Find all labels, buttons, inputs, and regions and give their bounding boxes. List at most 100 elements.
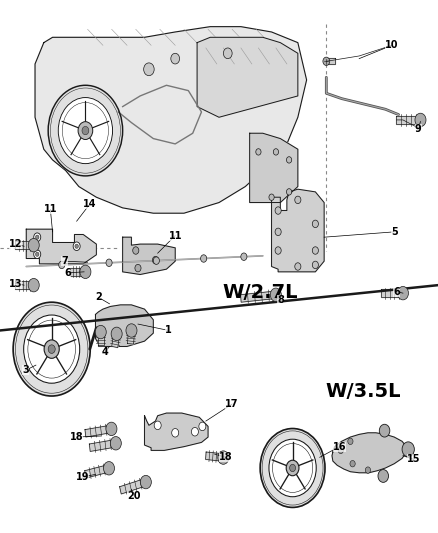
Polygon shape (35, 27, 307, 213)
Text: 6: 6 (64, 268, 71, 278)
Circle shape (312, 220, 318, 228)
Text: 14: 14 (83, 199, 96, 209)
Circle shape (103, 462, 114, 475)
Polygon shape (240, 291, 276, 302)
Circle shape (133, 247, 139, 254)
Polygon shape (15, 241, 34, 249)
Polygon shape (250, 133, 298, 203)
Circle shape (201, 255, 207, 262)
Text: 11: 11 (169, 231, 182, 240)
Circle shape (106, 259, 112, 266)
Text: 5: 5 (391, 227, 398, 237)
Circle shape (78, 122, 93, 140)
Circle shape (59, 261, 65, 269)
Text: 18: 18 (70, 432, 84, 442)
Circle shape (111, 327, 122, 341)
Text: 7: 7 (61, 256, 68, 266)
Polygon shape (112, 333, 120, 348)
Circle shape (106, 422, 117, 435)
Polygon shape (205, 452, 223, 461)
Polygon shape (15, 281, 34, 289)
Circle shape (290, 464, 296, 472)
Circle shape (312, 247, 318, 254)
Circle shape (270, 288, 281, 302)
Polygon shape (85, 465, 110, 478)
Circle shape (312, 261, 318, 269)
Circle shape (415, 113, 426, 127)
Text: 9: 9 (415, 124, 422, 134)
Circle shape (152, 256, 159, 264)
Circle shape (172, 429, 179, 437)
Text: 11: 11 (44, 205, 57, 214)
Circle shape (273, 149, 279, 155)
Circle shape (191, 427, 198, 436)
Circle shape (275, 228, 281, 236)
Circle shape (80, 265, 91, 279)
Circle shape (269, 194, 274, 200)
Circle shape (44, 340, 59, 358)
Text: 16: 16 (333, 442, 346, 451)
Circle shape (397, 286, 409, 300)
Circle shape (154, 421, 161, 430)
Polygon shape (120, 479, 147, 494)
Circle shape (286, 460, 299, 476)
Text: 4: 4 (102, 347, 109, 357)
Text: W/3.5L: W/3.5L (326, 382, 401, 401)
Polygon shape (85, 425, 112, 437)
Polygon shape (326, 58, 335, 64)
Circle shape (379, 424, 390, 437)
Polygon shape (70, 268, 85, 276)
Text: 6: 6 (393, 287, 400, 296)
Polygon shape (98, 332, 104, 345)
Circle shape (28, 238, 39, 252)
Polygon shape (123, 237, 175, 274)
Circle shape (275, 207, 281, 214)
Circle shape (241, 253, 247, 261)
Text: 17: 17 (226, 399, 239, 409)
Circle shape (295, 196, 301, 204)
Polygon shape (396, 116, 420, 124)
Polygon shape (24, 315, 80, 383)
Circle shape (171, 53, 180, 64)
Circle shape (35, 235, 39, 239)
Text: 8: 8 (277, 295, 284, 304)
Polygon shape (13, 302, 90, 396)
Circle shape (223, 48, 232, 59)
Text: W/2.7L: W/2.7L (223, 282, 298, 302)
Circle shape (286, 157, 292, 163)
Circle shape (295, 263, 301, 270)
Text: 18: 18 (219, 453, 233, 462)
Circle shape (135, 264, 141, 272)
Circle shape (35, 252, 39, 256)
Circle shape (153, 257, 159, 264)
Circle shape (82, 126, 89, 135)
Text: 10: 10 (385, 41, 399, 50)
Circle shape (256, 149, 261, 155)
Circle shape (144, 63, 154, 76)
Circle shape (218, 451, 229, 464)
Polygon shape (58, 98, 113, 164)
Circle shape (73, 242, 80, 251)
Polygon shape (89, 440, 116, 451)
Polygon shape (145, 413, 208, 450)
Text: 19: 19 (76, 472, 89, 482)
Circle shape (126, 324, 137, 337)
Text: 2: 2 (95, 293, 102, 302)
Circle shape (110, 437, 121, 450)
Text: 20: 20 (127, 491, 140, 500)
Circle shape (48, 345, 55, 353)
Circle shape (95, 325, 106, 339)
Text: 15: 15 (407, 455, 420, 464)
Polygon shape (260, 429, 325, 507)
Circle shape (75, 244, 78, 248)
Polygon shape (127, 330, 134, 344)
Circle shape (140, 475, 152, 489)
Polygon shape (272, 189, 324, 272)
Text: 3: 3 (22, 366, 29, 375)
Circle shape (338, 447, 343, 454)
Polygon shape (26, 229, 96, 264)
Polygon shape (332, 433, 406, 473)
Polygon shape (95, 305, 153, 346)
Circle shape (34, 233, 41, 241)
Circle shape (348, 438, 353, 445)
